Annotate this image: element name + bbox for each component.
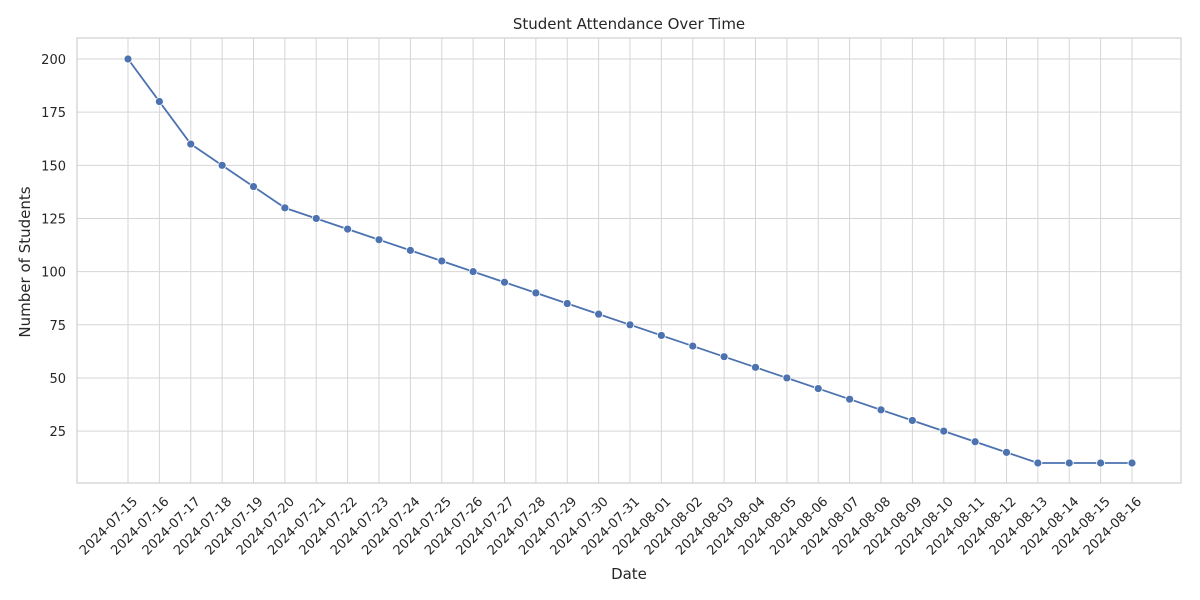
data-point (813, 384, 823, 393)
y-tick-label: 75 (49, 319, 66, 334)
data-point (531, 288, 541, 298)
data-point (468, 267, 478, 277)
data-point (845, 394, 855, 404)
data-point (751, 362, 760, 372)
series-layer (123, 54, 1137, 468)
grid (77, 38, 1181, 483)
data-point (594, 309, 604, 319)
y-tick-label: 200 (41, 53, 66, 68)
chart-title: Student Attendance Over Time (513, 15, 745, 33)
data-point (876, 405, 886, 415)
data-point (907, 416, 917, 425)
data-point (343, 224, 353, 234)
data-point (1064, 458, 1074, 468)
data-point (311, 214, 321, 223)
data-point (154, 97, 164, 106)
data-point (562, 299, 572, 308)
data-point (970, 437, 980, 447)
data-point (249, 182, 258, 191)
data-point (186, 139, 196, 149)
data-point (688, 341, 698, 351)
data-point (1002, 447, 1011, 457)
data-point (656, 331, 666, 340)
y-tick-label: 150 (41, 159, 66, 174)
y-tick-label: 175 (41, 106, 66, 121)
data-point (1096, 458, 1106, 468)
data-point (1127, 458, 1137, 468)
data-point (437, 256, 447, 266)
plot-frame (76, 37, 1182, 484)
data-point (719, 352, 729, 362)
data-point (280, 203, 290, 213)
x-axis-label: Date (611, 565, 647, 583)
data-point (1033, 458, 1043, 468)
y-tick-label: 50 (49, 372, 66, 387)
data-point (782, 373, 792, 383)
data-point (123, 54, 133, 64)
data-point (625, 320, 635, 330)
data-point (405, 245, 415, 255)
data-point (217, 160, 227, 170)
x-tick-labels: 2024-07-152024-07-162024-07-172024-07-18… (77, 494, 1145, 558)
y-tick-labels: 25 50 75 100 125 150 175 200 (41, 53, 66, 440)
y-axis-label: Number of Students (16, 186, 34, 337)
y-tick-label: 125 (41, 212, 66, 227)
y-tick-label: 100 (41, 266, 66, 281)
data-point (500, 277, 509, 287)
data-point (374, 235, 384, 245)
y-tick-label: 25 (49, 425, 66, 440)
data-point (939, 426, 949, 436)
